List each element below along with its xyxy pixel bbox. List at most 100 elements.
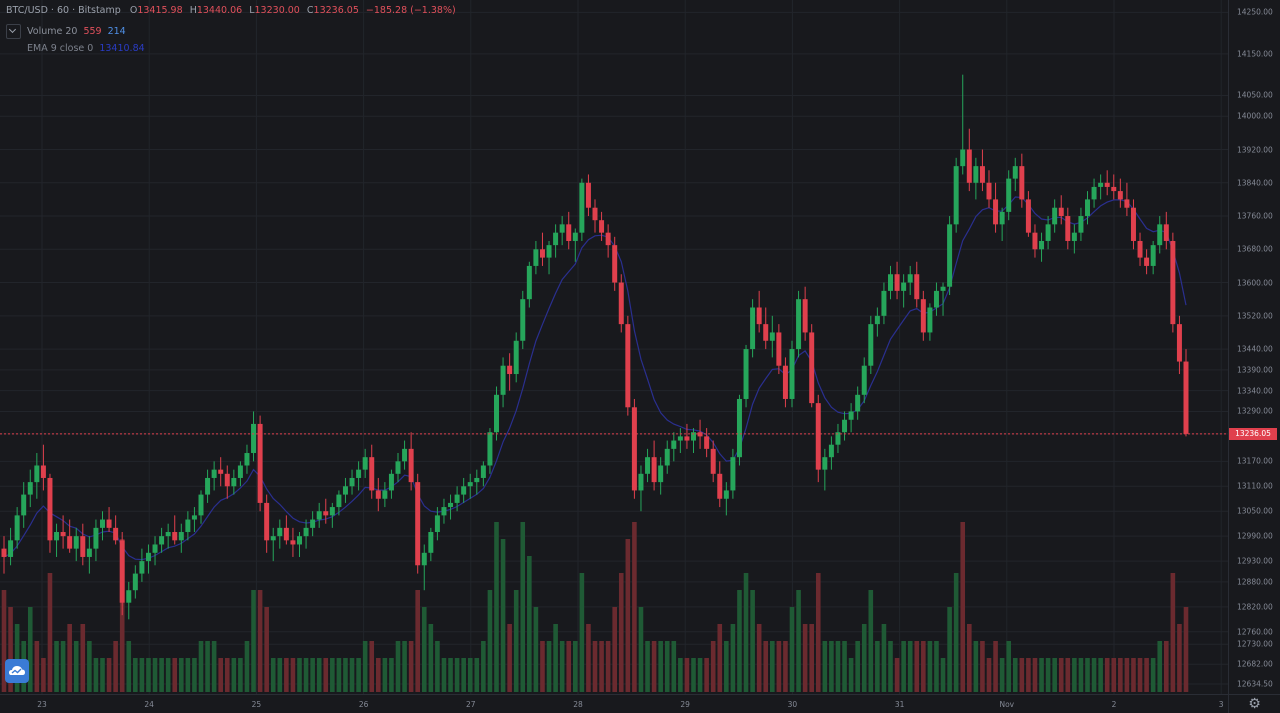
ema-line [3, 196, 1187, 561]
time-tick-label: 27 [466, 700, 476, 709]
price-tick-label: 13290.00 [1237, 406, 1273, 416]
volume-bar [139, 658, 145, 692]
candle-body [1039, 240, 1045, 250]
candle-body [323, 511, 329, 516]
price-tick-label: 13840.00 [1237, 178, 1273, 188]
volume-bar [553, 624, 558, 692]
candle-body [382, 490, 388, 499]
volume-label[interactable]: Volume 20 [27, 26, 78, 37]
volume-bar [1137, 658, 1143, 692]
volume-bar [914, 641, 920, 692]
volume-bar [481, 641, 486, 692]
volume-bar [8, 607, 13, 692]
volume-bar [573, 641, 578, 692]
candle-body [973, 166, 979, 183]
candle-body [579, 182, 585, 233]
volume-bar [205, 641, 210, 692]
volume-bar [310, 658, 315, 692]
candle-body [244, 453, 250, 466]
volume-bar [402, 641, 407, 692]
volume-bar [435, 641, 440, 692]
candle-body [67, 536, 73, 549]
candle-body [362, 457, 368, 470]
price-tick-label: 13170.00 [1237, 456, 1273, 466]
candle-body [533, 249, 539, 266]
candle-body [638, 473, 644, 491]
volume-bar [947, 607, 952, 692]
candle-body [27, 482, 33, 495]
cloud-logo-icon[interactable] [5, 659, 29, 683]
volume-bar [750, 590, 755, 692]
volume-bar [1091, 658, 1097, 692]
candle-body [1124, 199, 1130, 208]
candle-body [993, 199, 999, 225]
chart-pane[interactable]: BTC/USD · 60 · Bitstamp O13415.98 H13440… [0, 0, 1228, 694]
candle-body [979, 166, 985, 183]
volume-bar [1, 590, 7, 692]
candle-body [60, 532, 66, 537]
volume-bar [546, 641, 552, 692]
candle-body [966, 149, 972, 183]
candle-body [34, 465, 40, 483]
volume-bar [494, 522, 499, 692]
candle-body [86, 548, 92, 557]
candle-body [651, 457, 657, 483]
price-tick-label: 12990.00 [1237, 531, 1273, 541]
volume-bar [113, 641, 118, 692]
candle-body [1065, 216, 1071, 241]
volume-bar [218, 658, 223, 692]
candle-body [316, 511, 322, 520]
volume-bar [809, 624, 814, 692]
price-chart[interactable] [0, 0, 1228, 694]
volume-bar [1111, 658, 1117, 692]
interval-label[interactable]: 60 [56, 5, 70, 16]
candle-body [671, 440, 677, 449]
volume-bar [211, 641, 217, 692]
volume-bar [1170, 573, 1176, 692]
volume-bar [592, 641, 598, 692]
candle-body [717, 473, 723, 499]
volume-bar [270, 658, 276, 692]
volume-bar [133, 658, 138, 692]
volume-bar [330, 658, 335, 692]
volume-bar [343, 658, 348, 692]
price-axis[interactable]: 14250.00 14150.00 14050.00 14000.00 13920.00… [1228, 0, 1280, 694]
volume-bar [224, 658, 230, 692]
candle-body [434, 515, 440, 533]
volume-bar [284, 658, 289, 692]
candle-body [369, 457, 375, 491]
candle-body [132, 573, 138, 591]
time-tick-label: 31 [894, 700, 905, 709]
candle-body [1032, 232, 1038, 250]
candle-body [704, 436, 710, 449]
chevron-down-icon[interactable] [6, 24, 21, 39]
candle-body [618, 282, 624, 325]
symbol-name[interactable]: BTC/USD [6, 5, 48, 16]
volume-bar [1104, 658, 1110, 692]
price-tick-label: 13680.00 [1237, 244, 1273, 254]
gear-icon[interactable]: ⚙ [1248, 696, 1261, 712]
volume-bar [415, 590, 420, 692]
candle-body [1045, 224, 1051, 241]
candle-body [113, 527, 119, 541]
candle-body [461, 486, 467, 495]
volume-bar [349, 658, 355, 692]
symbol-legend[interactable]: BTC/USD · 60 · Bitstamp O13415.98 H13440… [6, 5, 456, 16]
candle-body [592, 207, 598, 221]
volume-bar [297, 658, 302, 692]
candle-body [684, 436, 690, 441]
candle-body [402, 448, 408, 462]
volume-bar [1052, 658, 1057, 692]
volume-bar [152, 658, 158, 692]
candle-body [599, 220, 605, 233]
volume-bar [724, 641, 729, 692]
volume-legend[interactable]: Volume 20 559 214 [6, 24, 126, 39]
candle-body [822, 457, 828, 470]
candle-body [763, 324, 769, 341]
candle-body [1006, 178, 1012, 212]
volume-bar [1006, 641, 1011, 692]
ema-legend[interactable]: EMA 9 close 0 13410.84 [27, 43, 145, 54]
candle-body [480, 465, 486, 478]
ema-label[interactable]: EMA 9 close 0 [27, 43, 94, 54]
time-axis[interactable]: 23 24 25 26 27 28 29 30 31 Nov 2 3 [0, 694, 1228, 713]
